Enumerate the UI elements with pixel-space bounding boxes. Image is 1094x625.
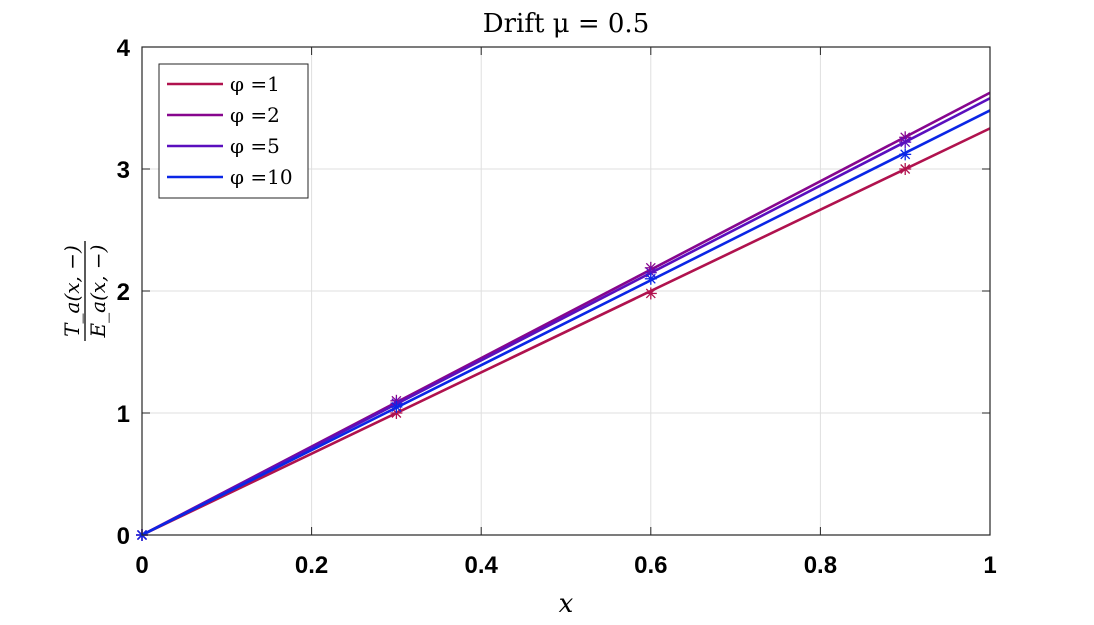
legend-item-3: φ =5 [167, 134, 280, 158]
legend-item-1: φ =1 [167, 72, 280, 96]
legend-item-2: φ =2 [167, 103, 280, 127]
y-tick-label: 1 [117, 401, 130, 428]
x-tick-label: 0.2 [295, 552, 328, 579]
legend: φ =1 φ =2 φ =5 φ =10 [158, 63, 309, 199]
legend-label: φ =1 [230, 72, 280, 96]
legend-label: φ =10 [230, 165, 293, 189]
series-line [141, 97, 991, 537]
x-tick-label: 0.4 [465, 552, 499, 579]
ticks: 0 0.2 0.4 0.6 0.8 1 0 1 2 3 4 [117, 35, 997, 579]
data-point [644, 272, 657, 285]
legend-label: φ =5 [230, 134, 280, 158]
legend-box [158, 63, 309, 199]
y-tick-label: 2 [117, 279, 130, 306]
y-axis-label-numerator: T_a(x, −) [60, 245, 84, 337]
series-line [141, 109, 991, 537]
legend-item-4: φ =10 [167, 165, 293, 189]
y-axis-label-denominator: E_a(x, −) [86, 245, 110, 339]
y-tick-label: 4 [117, 35, 131, 62]
data-point [899, 163, 912, 175]
x-tick-label: 0.8 [804, 552, 837, 579]
y-tick-label: 3 [117, 157, 130, 184]
chart-title-text: Drift μ = 0.5 [483, 9, 650, 39]
x-tick-label: 1 [983, 552, 996, 579]
x-axis-label: x [559, 589, 574, 619]
legend-label: φ =2 [230, 103, 280, 127]
data-point [899, 148, 912, 161]
y-axis-label: T_a(x, −) E_a(x, −) [60, 241, 110, 341]
chart-title: Drift μ = 0.5 [483, 9, 650, 39]
y-tick-label: 0 [117, 523, 130, 550]
data-point [644, 287, 657, 300]
series-line [141, 127, 991, 537]
x-tick-label: 0.6 [634, 552, 667, 579]
x-tick-label: 0 [135, 552, 148, 579]
series-4 [136, 109, 991, 541]
data-point [899, 136, 912, 149]
data-point [390, 400, 403, 413]
